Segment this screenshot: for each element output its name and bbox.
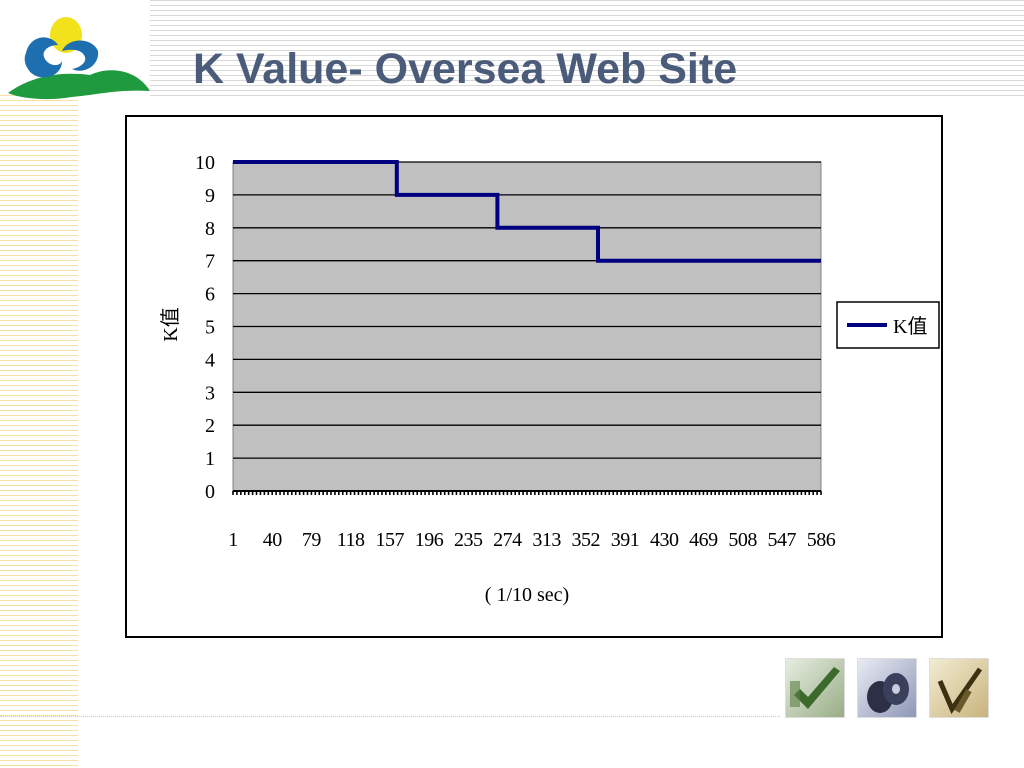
x-tick-label: 469 <box>689 529 718 551</box>
logo-emblem-icon <box>8 17 150 100</box>
x-tick-label: 235 <box>454 529 483 551</box>
header-stripe-background <box>150 0 1024 100</box>
y-tick-label: 6 <box>205 284 215 306</box>
k-value-chart: 0 1 2 3 4 5 6 7 8 9 10 1 40 79 118 157 196 235 274 313 352 39… <box>159 152 940 606</box>
y-tick-label: 3 <box>205 382 215 404</box>
y-tick-label: 1 <box>205 448 215 470</box>
x-axis-title: ( 1/10 sec) <box>485 584 569 606</box>
y-tick-label: 0 <box>205 481 215 503</box>
x-tick-label: 391 <box>611 529 640 551</box>
y-tick-label: 4 <box>205 349 215 371</box>
x-tick-label: 430 <box>650 529 679 551</box>
y-tick-label: 8 <box>205 218 215 240</box>
x-tick-label: 118 <box>337 529 365 551</box>
legend-label: K值 <box>893 315 927 338</box>
legend-box <box>836 301 940 349</box>
checkmark-thumbnail-icon <box>785 658 845 718</box>
k-value-series-line <box>233 160 821 263</box>
x-tick-label: 508 <box>728 529 757 551</box>
x-tick-label: 352 <box>572 529 601 551</box>
y-tick-label: 5 <box>205 317 215 339</box>
y-tick-label: 7 <box>205 251 215 273</box>
x-tick-label: 313 <box>532 529 561 551</box>
x-tick-label: 79 <box>302 529 322 551</box>
pen-checkmark-thumbnail-icon <box>929 658 989 718</box>
footer-divider <box>0 716 780 717</box>
side-stripe-background <box>0 95 78 768</box>
x-tick-label: 1 <box>228 529 238 551</box>
x-tick-label: 274 <box>493 529 522 551</box>
slide-title: K Value- Oversea Web Site <box>193 45 738 93</box>
y-tick-label: 9 <box>205 185 215 207</box>
y-axis-title: K值 <box>159 307 182 341</box>
x-tick-label: 547 <box>768 529 797 551</box>
y-tick-label: 10 <box>195 152 215 174</box>
x-tick-label: 586 <box>807 529 836 551</box>
x-tick-label: 196 <box>415 529 444 551</box>
disc-thumbnail-icon <box>857 658 917 718</box>
x-tick-label: 157 <box>376 529 405 551</box>
y-tick-label: 2 <box>205 415 215 437</box>
x-tick-label: 40 <box>263 529 283 551</box>
